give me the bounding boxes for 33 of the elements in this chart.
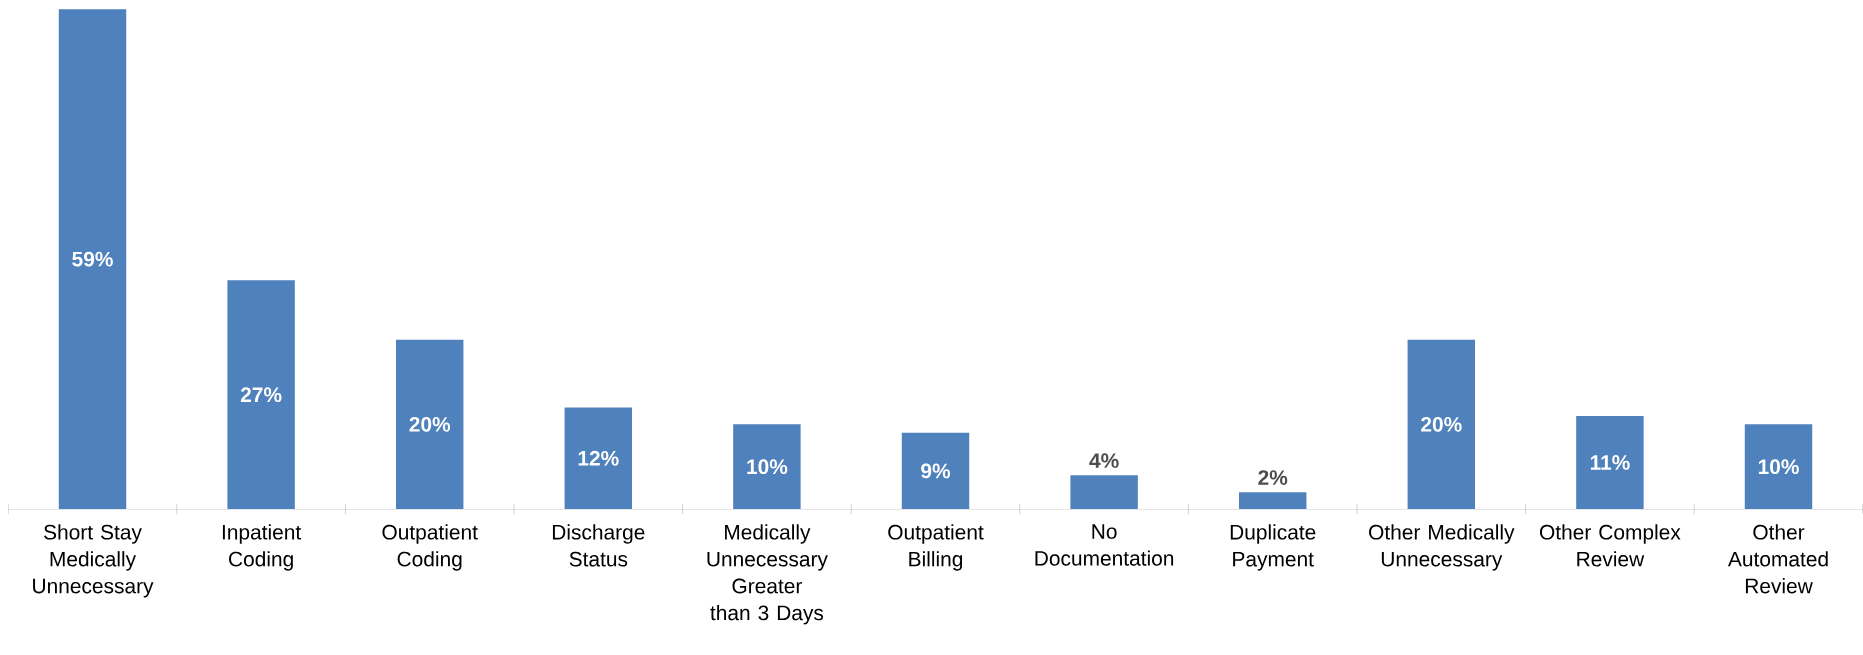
x-tick-label: Other Complex Review	[1539, 524, 1681, 567]
bar	[1744, 424, 1813, 509]
bar	[733, 424, 801, 509]
bar	[564, 407, 633, 509]
data-label: 20%	[409, 416, 451, 432]
x-tick-label: No Documentation	[1035, 524, 1174, 566]
x-tick-label: Duplicate Payment	[1230, 524, 1316, 571]
data-label: 59%	[72, 251, 113, 267]
data-label: 2%	[1258, 470, 1288, 485]
bar	[58, 9, 127, 509]
data-label: 11%	[1590, 455, 1630, 470]
data-label: 4%	[1089, 453, 1119, 468]
data-label: 9%	[921, 463, 951, 479]
bar	[901, 432, 970, 509]
bar	[395, 339, 464, 509]
x-tick-label: Other Medically Unnecessary	[1369, 524, 1515, 571]
bar	[1070, 475, 1138, 509]
x-tick-label: Discharge Status	[552, 524, 645, 567]
data-label: 10%	[747, 459, 788, 474]
bar	[1238, 492, 1307, 509]
data-label: 12%	[578, 450, 619, 466]
x-tick-label: Outpatient Billing	[888, 524, 984, 571]
data-label: 10%	[1758, 459, 1799, 474]
data-label: 20%	[1421, 416, 1462, 432]
x-tick-label: Short Stay Medically Unnecessary	[33, 524, 154, 598]
data-label: 27%	[240, 387, 282, 402]
bar	[1576, 415, 1644, 509]
x-tick-label: Inpatient Coding	[222, 524, 302, 571]
x-tick-label: Medically Unnecessary Greater than 3 Days	[707, 524, 828, 625]
bar	[1407, 339, 1476, 509]
x-tick-label: Other Automated Review	[1727, 524, 1828, 594]
x-tick-label: Outpatient Coding	[382, 524, 478, 571]
bar	[227, 280, 295, 509]
